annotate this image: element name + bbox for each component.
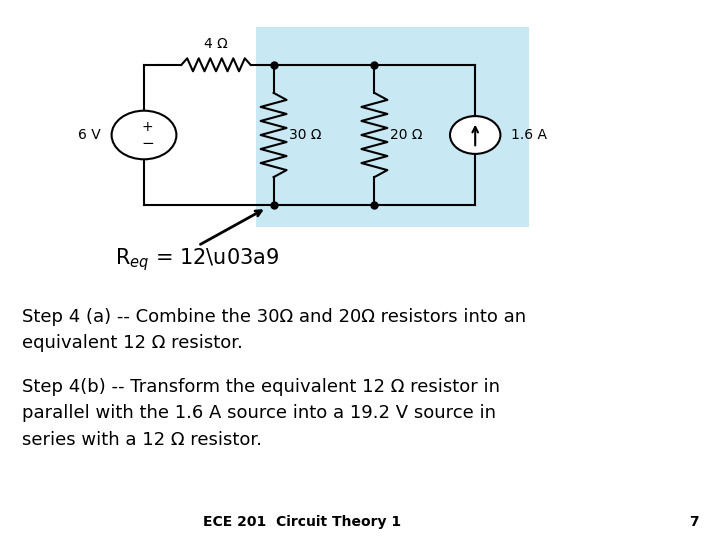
- Text: Step 4 (a) -- Combine the 30Ω and 20Ω resistors into an
equivalent 12 Ω resistor: Step 4 (a) -- Combine the 30Ω and 20Ω re…: [22, 308, 526, 352]
- Text: 4 Ω: 4 Ω: [204, 37, 228, 51]
- Text: 30 Ω: 30 Ω: [289, 128, 322, 142]
- Circle shape: [450, 116, 500, 154]
- Text: Step 4(b) -- Transform the equivalent 12 Ω resistor in
parallel with the 1.6 A s: Step 4(b) -- Transform the equivalent 12…: [22, 378, 500, 449]
- Text: 20 Ω: 20 Ω: [390, 128, 423, 142]
- Text: ECE 201  Circuit Theory 1: ECE 201 Circuit Theory 1: [203, 515, 402, 529]
- Bar: [256, 27, 529, 227]
- Circle shape: [112, 111, 176, 159]
- Text: 6 V: 6 V: [78, 128, 101, 142]
- Text: −: −: [141, 136, 154, 151]
- Text: 7: 7: [689, 515, 698, 529]
- Text: 1.6 A: 1.6 A: [511, 128, 547, 142]
- Text: R$_{eq}$ = 12\u03a9: R$_{eq}$ = 12\u03a9: [115, 246, 279, 273]
- Text: +: +: [142, 120, 153, 134]
